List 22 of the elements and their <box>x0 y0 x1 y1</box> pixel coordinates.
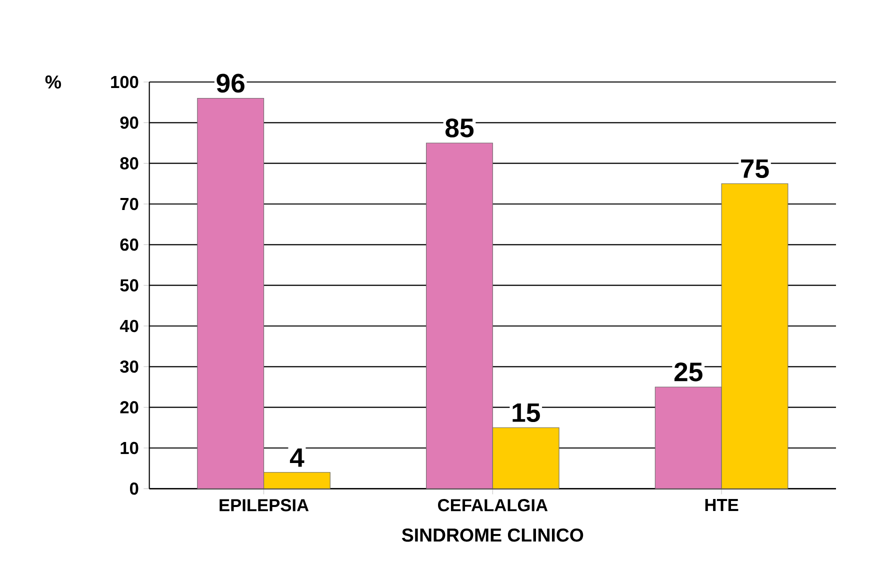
y-tick-label: 50 <box>120 279 138 292</box>
y-tick-label: 60 <box>120 238 138 251</box>
y-tick-label: 10 <box>120 442 138 454</box>
y-axis-title: % <box>45 75 62 89</box>
data-label: 4 <box>290 448 304 467</box>
x-tick-label: EPILEPSIA <box>220 499 309 512</box>
y-tick-label: 20 <box>120 401 138 414</box>
y-tick-label: 80 <box>120 157 138 170</box>
y-tick-label: 70 <box>120 198 138 210</box>
data-label: 96 <box>216 74 244 93</box>
y-tick-label: 40 <box>120 320 138 332</box>
data-label: 85 <box>445 118 474 138</box>
x-axis-title: SINDROME CLINICO <box>402 528 584 542</box>
x-tick-label: CEFALALGIA <box>438 499 548 512</box>
y-tick-label: 100 <box>111 76 138 88</box>
y-tick-label: 0 <box>130 482 138 495</box>
y-tick-label: 90 <box>120 116 138 129</box>
data-label: 15 <box>512 403 540 422</box>
data-label: 25 <box>674 362 702 382</box>
x-tick-label: HTE <box>705 499 738 511</box>
y-tick-label: 30 <box>120 360 138 373</box>
data-label: 75 <box>741 159 769 178</box>
